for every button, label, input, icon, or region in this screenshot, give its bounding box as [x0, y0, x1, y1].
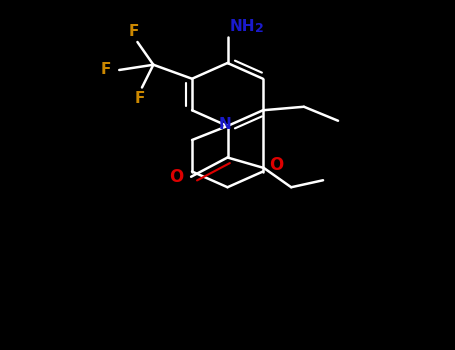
- Text: O: O: [269, 156, 283, 174]
- Text: 2: 2: [255, 22, 263, 35]
- Text: O: O: [169, 168, 183, 186]
- Text: NH: NH: [230, 19, 255, 34]
- Text: F: F: [135, 91, 145, 106]
- Text: F: F: [129, 24, 139, 39]
- Text: F: F: [101, 63, 111, 77]
- Text: N: N: [219, 117, 232, 132]
